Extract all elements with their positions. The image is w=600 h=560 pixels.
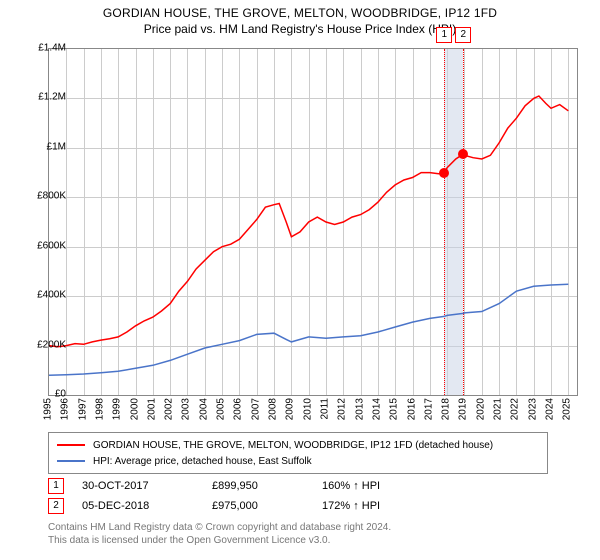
- y-axis-label: £400K: [20, 290, 66, 301]
- x-axis-label: 2012: [337, 398, 348, 420]
- y-axis-label: £1.2M: [20, 92, 66, 103]
- data-rows: 1 30-OCT-2017£899,950160% ↑ HPI 2 05-DEC-20…: [48, 476, 548, 516]
- x-axis-label: 2024: [545, 398, 556, 420]
- x-axis-label: 2013: [354, 398, 365, 420]
- y-axis-label: £200K: [20, 339, 66, 350]
- x-axis-label: 2006: [233, 398, 244, 420]
- x-axis-label: 2016: [406, 398, 417, 420]
- event-marker: 2: [455, 27, 471, 43]
- x-axis-label: 2021: [493, 398, 504, 420]
- legend-label: GORDIAN HOUSE, THE GROVE, MELTON, WOODBR…: [93, 440, 493, 451]
- x-axis-label: 2019: [458, 398, 469, 420]
- x-axis-label: 2000: [129, 398, 140, 420]
- data-row-date: 30-OCT-2017: [82, 480, 212, 492]
- x-axis-label: 2005: [216, 398, 227, 420]
- data-row-price: £975,000: [212, 500, 322, 512]
- x-axis-label: 2015: [389, 398, 400, 420]
- x-axis-label: 2001: [146, 398, 157, 420]
- data-row: 1 30-OCT-2017£899,950160% ↑ HPI: [48, 476, 548, 496]
- x-axis-label: 2022: [510, 398, 521, 420]
- x-axis-label: 2002: [164, 398, 175, 420]
- x-axis-label: 2007: [250, 398, 261, 420]
- legend-swatch: [57, 444, 85, 446]
- y-axis-label: £1.4M: [20, 43, 66, 54]
- x-axis-label: 2004: [198, 398, 209, 420]
- legend-label: HPI: Average price, detached house, East…: [93, 456, 312, 467]
- x-axis-label: 2010: [302, 398, 313, 420]
- x-axis-label: 2003: [181, 398, 192, 420]
- legend-box: GORDIAN HOUSE, THE GROVE, MELTON, WOODBR…: [48, 432, 548, 474]
- data-row-date: 05-DEC-2018: [82, 500, 212, 512]
- x-axis-label: 2018: [441, 398, 452, 420]
- x-axis-label: 1998: [94, 398, 105, 420]
- data-row-price: £899,950: [212, 480, 322, 492]
- x-axis-label: 2009: [285, 398, 296, 420]
- x-axis-label: 2008: [268, 398, 279, 420]
- chart-subtitle: Price paid vs. HM Land Registry's House …: [0, 22, 600, 36]
- x-axis-label: 2020: [475, 398, 486, 420]
- x-axis-label: 2023: [527, 398, 538, 420]
- x-axis-label: 1996: [60, 398, 71, 420]
- data-row: 2 05-DEC-2018£975,000172% ↑ HPI: [48, 496, 548, 516]
- chart-plot-area: 12: [48, 48, 578, 396]
- legend-swatch: [57, 460, 85, 462]
- footer-line-2: This data is licensed under the Open Gov…: [48, 534, 391, 547]
- event-marker: 1: [436, 27, 452, 43]
- chart-title: GORDIAN HOUSE, THE GROVE, MELTON, WOODBR…: [0, 6, 600, 20]
- data-row-pct: 160% ↑ HPI: [322, 480, 442, 492]
- series-line-subject: [49, 96, 568, 347]
- x-axis-label: 2025: [562, 398, 573, 420]
- data-row-pct: 172% ↑ HPI: [322, 500, 442, 512]
- x-axis-label: 2014: [371, 398, 382, 420]
- y-axis-label: £800K: [20, 191, 66, 202]
- event-point: [458, 149, 468, 159]
- x-axis-label: 2011: [319, 398, 330, 420]
- footer-line-1: Contains HM Land Registry data © Crown c…: [48, 521, 391, 534]
- y-axis-label: £600K: [20, 240, 66, 251]
- x-axis-label: 1999: [112, 398, 123, 420]
- x-axis-label: 1997: [77, 398, 88, 420]
- event-point: [439, 168, 449, 178]
- legend-item: HPI: Average price, detached house, East…: [57, 453, 539, 469]
- legend-item: GORDIAN HOUSE, THE GROVE, MELTON, WOODBR…: [57, 437, 539, 453]
- footer-attribution: Contains HM Land Registry data © Crown c…: [48, 521, 391, 547]
- series-line-hpi: [49, 284, 568, 375]
- data-row-marker: 1: [48, 478, 64, 494]
- data-row-marker: 2: [48, 498, 64, 514]
- x-axis-label: 1995: [43, 398, 54, 420]
- y-axis-label: £1M: [20, 141, 66, 152]
- x-axis-label: 2017: [423, 398, 434, 420]
